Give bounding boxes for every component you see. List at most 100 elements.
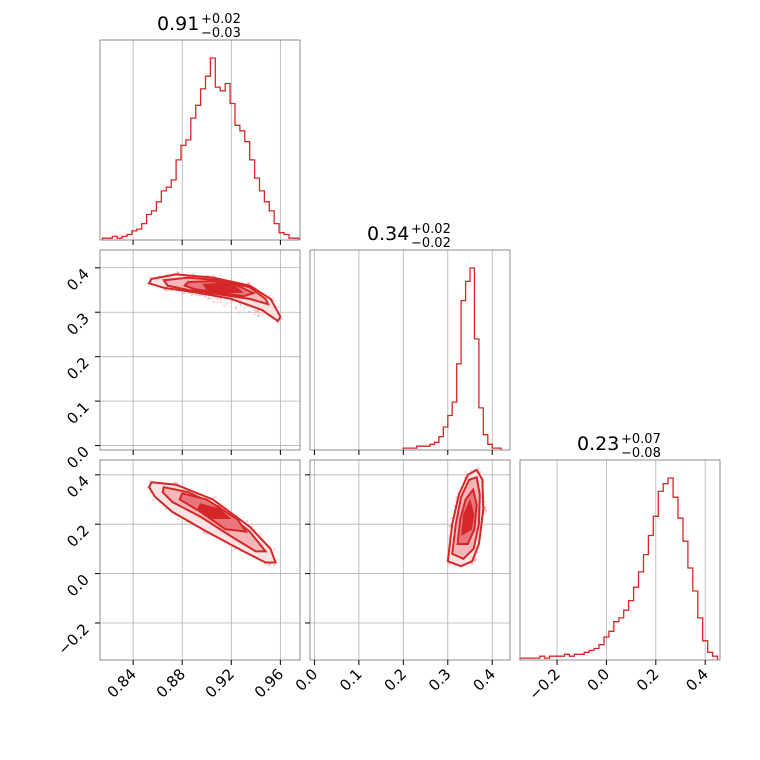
- scatter-point: [235, 308, 238, 311]
- contour-2-level-3: [461, 499, 475, 536]
- histogram-param-0: [101, 57, 300, 240]
- scatter-point: [254, 309, 257, 312]
- scatter-point: [280, 318, 283, 321]
- title-param-2-value: 0.23: [577, 433, 619, 455]
- scatter-point: [233, 548, 236, 551]
- scatter-point: [216, 297, 219, 300]
- scatter-point: [447, 538, 450, 541]
- scatter-point: [214, 275, 217, 278]
- scatter-point: [182, 292, 185, 295]
- scatter-point: [247, 281, 250, 284]
- scatter-point: [258, 311, 261, 314]
- scatter-point: [453, 505, 456, 508]
- scatter-point: [185, 520, 188, 523]
- title-param-2-lower: −0.08: [621, 446, 661, 461]
- title-param-0-upper: +0.02: [201, 12, 241, 27]
- scatter-point: [198, 293, 201, 296]
- scatter-point: [473, 468, 476, 471]
- scatter-point: [484, 508, 487, 511]
- xtick-label-param-2: 0.2: [633, 665, 663, 695]
- scatter-point: [195, 293, 198, 296]
- scatter-point: [219, 301, 222, 304]
- scatter-point: [479, 471, 482, 474]
- xtick-label-param-1: 0.0: [292, 665, 322, 695]
- panel-frame-2-1: [309, 459, 511, 661]
- ytick-label-param-1: 0.1: [63, 398, 93, 428]
- xtick-label-param-0: 0.84: [104, 665, 140, 701]
- title-param-1-value: 0.34: [367, 223, 409, 245]
- scatter-point: [469, 470, 472, 473]
- scatter-point: [268, 544, 271, 547]
- panel-frame-1-0: [99, 249, 301, 451]
- xtick-label-param-1: 0.2: [381, 665, 411, 695]
- scatter-point: [203, 532, 206, 535]
- scatter-point: [225, 302, 228, 305]
- scatter-point: [152, 498, 155, 501]
- title-param-0-lower: −0.03: [201, 26, 241, 41]
- scatter-point: [173, 482, 176, 485]
- ytick-label-param-2: 0.4: [63, 472, 93, 502]
- scatter-point: [176, 272, 179, 275]
- scatter-point: [231, 300, 234, 303]
- xtick-label-param-1: 0.4: [469, 665, 499, 695]
- scatter-point: [239, 302, 242, 305]
- scatter-point: [175, 481, 178, 484]
- scatter-point: [169, 510, 172, 513]
- scatter-point: [457, 492, 460, 495]
- xtick-label-param-2: 0.0: [584, 665, 614, 695]
- scatter-point: [273, 548, 276, 551]
- scatter-point: [204, 274, 207, 277]
- scatter-point: [204, 295, 207, 298]
- scatter-point: [214, 495, 217, 498]
- xtick-label-param-0: 0.96: [251, 665, 287, 701]
- scatter-point: [212, 301, 215, 304]
- xtick-label-param-0: 0.92: [202, 665, 238, 701]
- scatter-point: [257, 314, 260, 317]
- title-param-2-upper: +0.07: [621, 432, 661, 447]
- scatter-point: [206, 274, 209, 277]
- scatter-point: [192, 272, 195, 275]
- ytick-label-param-1: 0.2: [63, 354, 93, 384]
- scatter-point: [483, 505, 486, 508]
- scatter-point: [477, 466, 480, 469]
- ytick-label-param-1: 0.4: [63, 265, 93, 295]
- xtick-label-param-2: −0.2: [525, 665, 563, 703]
- scatter-point: [167, 288, 170, 291]
- scatter-point: [149, 480, 152, 483]
- xtick-label-param-1: 0.1: [336, 665, 366, 695]
- scatter-point: [483, 500, 486, 503]
- scatter-point: [237, 311, 240, 314]
- scatter-point: [454, 564, 457, 567]
- contour-1-level-3: [196, 503, 232, 519]
- scatter-point: [248, 281, 251, 284]
- scatter-point: [455, 500, 458, 503]
- scatter-point: [471, 562, 474, 565]
- scatter-point: [256, 309, 259, 312]
- panel-frame-1-1: [309, 249, 511, 451]
- scatter-point: [483, 512, 486, 515]
- scatter-point: [202, 529, 205, 532]
- title-param-1-upper: +0.02: [411, 222, 451, 237]
- scatter-point: [473, 560, 476, 563]
- scatter-point: [177, 483, 180, 486]
- scatter-point: [248, 311, 251, 314]
- scatter-point: [277, 305, 280, 308]
- panel-frame-2-0: [99, 459, 301, 661]
- scatter-point: [484, 510, 487, 513]
- scatter-point: [455, 496, 458, 499]
- scatter-point: [450, 516, 453, 519]
- xtick-label-param-1: 0.3: [425, 665, 455, 695]
- ytick-label-param-2: 0.0: [63, 571, 93, 601]
- scatter-point: [449, 562, 452, 565]
- title-param-0-value: 0.91: [157, 13, 199, 35]
- scatter-point: [259, 533, 262, 536]
- ytick-label-param-2: −0.2: [54, 620, 92, 658]
- scatter-point: [223, 304, 226, 307]
- scatter-point: [235, 514, 238, 517]
- scatter-point: [271, 299, 274, 302]
- scatter-point: [448, 534, 451, 537]
- scatter-point: [158, 274, 161, 277]
- contour-0-level-3: [202, 282, 244, 294]
- scatter-point: [447, 562, 450, 565]
